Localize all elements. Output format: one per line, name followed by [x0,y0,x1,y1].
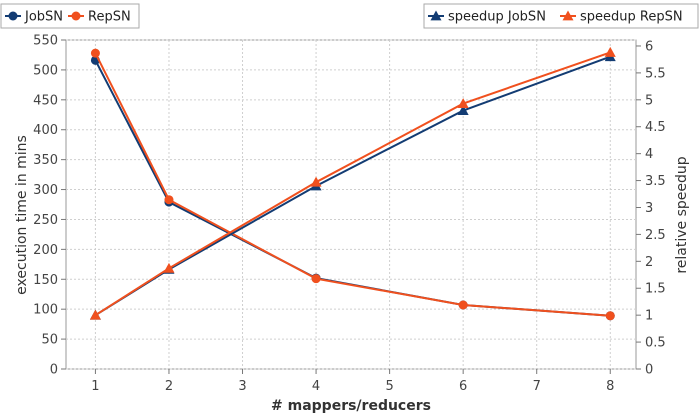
legend-marker [562,10,574,21]
legend-marker [8,11,18,21]
legend-item-speedup-jobsn: speedup JobSN [428,10,546,25]
right-tick-label: 4 [645,147,653,162]
x-axis-label: # mappers/reducers [271,398,431,414]
left-tick-label: 150 [33,273,58,288]
left-tick-label: 300 [33,183,58,198]
left-tick-label: 500 [33,63,58,78]
right-tick-label: 3 [645,201,653,216]
x-tick-label: 4 [312,379,320,394]
legend-label: speedup RepSN [580,10,683,25]
legend-label: speedup JobSN [448,10,546,25]
legend-item-jobsn: JobSN [5,10,63,25]
x-axis-ticks: 1 2 3 4 5 6 7 8 [91,369,614,394]
right-axis-ticks: 0 0.5 1 1.5 2 2.5 3 3.5 4 4.5 5 5.5 6 [636,39,666,378]
legend: JobSN RepSN speedup JobSN speedup RepSN [0,3,699,29]
right-axis-label: relative speedup [674,156,690,273]
data-point-speedup-repsn [604,46,616,57]
right-tick-label: 4.5 [645,120,666,135]
x-tick-label: 1 [91,379,99,394]
right-tick-label: 0 [645,363,653,378]
data-point-repsn [164,195,174,205]
left-tick-label: 450 [33,93,58,108]
right-tick-label: 5.5 [645,66,666,81]
right-tick-label: 1 [645,309,653,324]
legend-label: RepSN [88,10,131,25]
x-tick-label: 5 [385,379,393,394]
series-repsn [90,48,615,321]
left-tick-label: 400 [33,123,58,138]
grid [66,39,636,370]
legend-item-repsn: RepSN [68,10,131,25]
data-point-repsn [311,274,321,284]
data-point-repsn [458,300,468,310]
data-point-repsn [90,48,100,58]
x-tick-label: 6 [459,379,467,394]
series-speedup-repsn [89,46,616,320]
left-tick-label: 200 [33,243,58,258]
left-tick-label: 350 [33,153,58,168]
x-tick-label: 7 [533,379,541,394]
data-point-speedup-repsn [457,98,469,108]
left-tick-label: 50 [41,333,58,348]
left-tick-label: 550 [33,34,58,49]
legend-label: JobSN [24,10,63,25]
data-point-speedup-repsn [163,262,175,273]
left-axis-ticks: 0 50 100 150 200 250 300 350 400 450 500 550 [33,34,66,378]
legend-item-speedup-repsn: speedup RepSN [560,10,683,25]
right-tick-label: 2.5 [645,228,666,243]
x-tick-label: 2 [165,379,173,394]
data-point-speedup-repsn [89,309,101,320]
x-tick-label: 3 [238,379,246,394]
right-tick-label: 6 [645,39,653,54]
right-tick-label: 5 [645,93,653,108]
right-tick-label: 2 [645,255,653,270]
legend-marker [430,10,442,21]
right-tick-label: 1.5 [645,282,666,297]
left-tick-label: 250 [33,213,58,228]
plot-area [65,39,637,370]
series-layer [89,46,616,321]
right-tick-label: 0.5 [645,336,666,351]
left-axis-label: execution time in mins [14,135,30,295]
left-tick-label: 100 [33,303,58,318]
right-tick-label: 3.5 [645,174,666,189]
data-point-speedup-repsn [310,176,322,187]
x-tick-label: 8 [606,379,614,394]
data-point-repsn [605,311,615,321]
data-point-speedup-jobsn [457,105,469,115]
left-tick-label: 0 [50,363,58,378]
legend-marker [71,11,81,21]
